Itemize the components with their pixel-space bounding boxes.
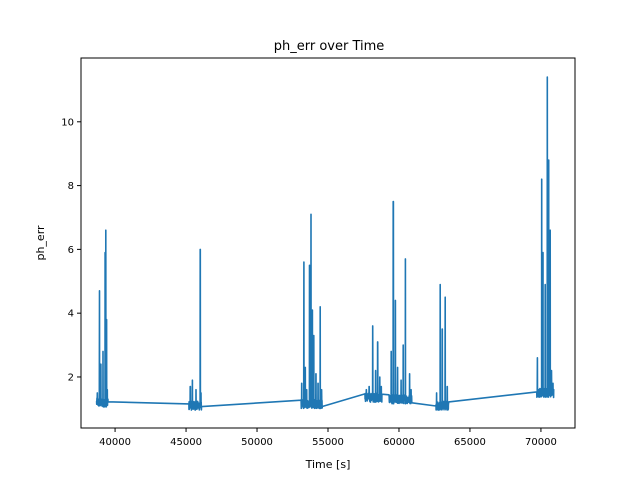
x-tick-label: 60000 xyxy=(383,437,415,448)
chart-title: ph_err over Time xyxy=(274,39,385,54)
plot-frame xyxy=(80,57,576,429)
y-tick-label: 8 xyxy=(68,181,74,192)
x-tick-label: 70000 xyxy=(525,437,557,448)
x-axis-label: Time [s] xyxy=(305,458,351,471)
plot-area xyxy=(95,76,555,411)
x-tick-label: 45000 xyxy=(170,437,202,448)
x-tick-label: 55000 xyxy=(312,437,344,448)
y-tick-label: 4 xyxy=(68,309,74,320)
y-tick-label: 6 xyxy=(68,245,74,256)
y-tick-label: 10 xyxy=(61,117,74,128)
y-axis-label: ph_err xyxy=(34,225,47,261)
x-tick-label: 65000 xyxy=(454,437,486,448)
y-tick-label: 2 xyxy=(68,372,74,383)
y-axis: 2 4 6 8 10 xyxy=(61,117,81,383)
x-axis: 40000 45000 50000 55000 60000 65000 70000 xyxy=(99,428,557,448)
series-line xyxy=(95,76,555,411)
x-tick-label: 40000 xyxy=(99,437,131,448)
x-tick-label: 50000 xyxy=(241,437,273,448)
